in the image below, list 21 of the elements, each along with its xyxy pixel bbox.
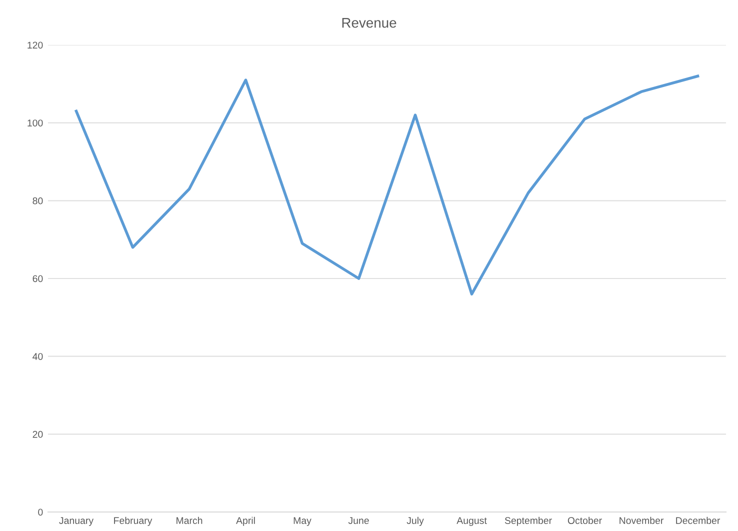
chart-title: Revenue xyxy=(342,18,396,28)
y-tick-label: 100 xyxy=(28,120,43,126)
x-tick-label: July xyxy=(406,516,424,526)
x-tick-label: February xyxy=(114,516,152,526)
x-tick-label: August xyxy=(456,517,487,526)
y-tick-label: 120 xyxy=(28,42,43,49)
x-tick-label: May xyxy=(294,517,312,526)
y-tick-label: 20 xyxy=(32,430,43,438)
y-tick-label: 60 xyxy=(32,275,43,282)
x-tick-label: June xyxy=(348,517,369,524)
line-series xyxy=(74,74,700,296)
y-tick-label: 0 xyxy=(38,508,43,516)
x-tick-label: September xyxy=(504,516,552,526)
y-tick-label: 80 xyxy=(32,197,43,204)
y-tick-label: 40 xyxy=(32,353,43,360)
x-tick-label: October xyxy=(568,516,602,524)
x-tick-label: April xyxy=(236,516,255,526)
x-tick-label: January xyxy=(59,517,94,526)
x-tick-label: March xyxy=(176,516,202,524)
x-tick-label: December xyxy=(676,516,720,524)
x-tick-label: November xyxy=(620,516,664,524)
